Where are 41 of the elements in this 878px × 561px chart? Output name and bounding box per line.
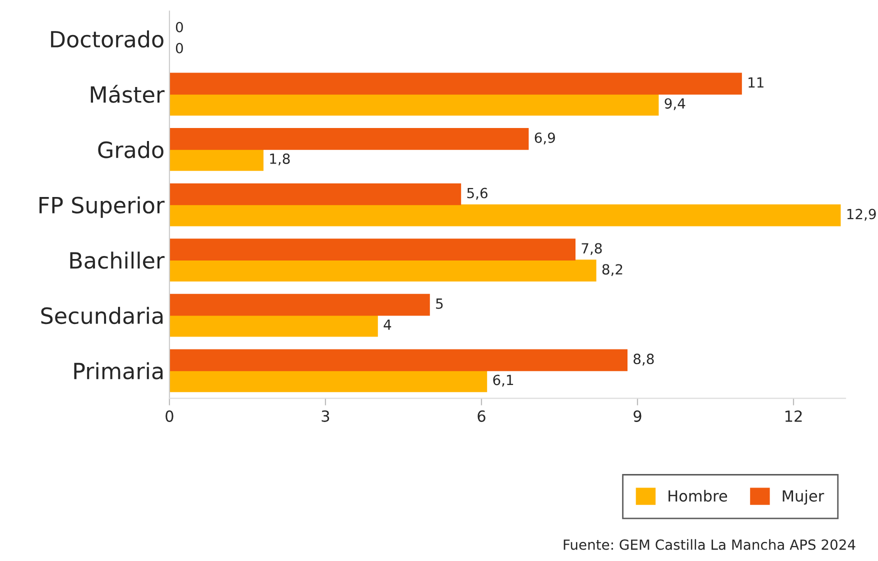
y-tick-label: Grado [98, 141, 164, 158]
bar [169, 370, 488, 392]
legend-label: Mujer [782, 490, 824, 505]
y-tick-label: FP Superior [40, 196, 165, 218]
y-tick-label: Bachiller [70, 252, 165, 269]
data-label: 6,9 [534, 132, 555, 144]
bar [169, 314, 378, 337]
data-label: 7,8 [582, 243, 602, 256]
bar [169, 149, 264, 171]
data-label: 5 [436, 298, 443, 309]
data-label: 4 [384, 320, 392, 330]
y-tick-label: Primaria [74, 362, 163, 380]
data-label: 8,2 [602, 264, 622, 276]
data-label: 8,8 [634, 354, 654, 366]
data-label: 9,4 [664, 98, 686, 110]
x-tick-label: 9 [634, 410, 642, 422]
y-tick-label: Secundaria [41, 306, 163, 324]
x-tick-label: 12 [785, 410, 802, 422]
data-label: 0 [176, 22, 183, 32]
data-label: 1,8 [270, 153, 290, 166]
bar [169, 238, 576, 260]
data-label: 11 [748, 77, 764, 88]
x-tick-label: 6 [478, 410, 486, 422]
x-tick-label: 3 [322, 410, 330, 422]
bar [169, 183, 462, 206]
bar [169, 128, 529, 150]
bar [169, 204, 841, 226]
legend-label: Hombre [668, 490, 728, 502]
data-label: 6,1 [493, 374, 514, 387]
bar [169, 260, 596, 282]
bar [169, 72, 742, 95]
bar [169, 294, 430, 316]
x-tick-label: 0 [166, 410, 174, 422]
y-tick-label: Máster [90, 84, 165, 103]
bar [169, 349, 628, 372]
source-note: Fuente: GEM Castilla La Mancha APS 2024 [564, 539, 856, 550]
data-label: 12,9 [847, 208, 876, 221]
data-label: 5,6 [467, 188, 488, 200]
y-tick-label: Doctorado [51, 30, 164, 48]
bar [169, 94, 659, 116]
data-label: 0 [176, 42, 183, 54]
